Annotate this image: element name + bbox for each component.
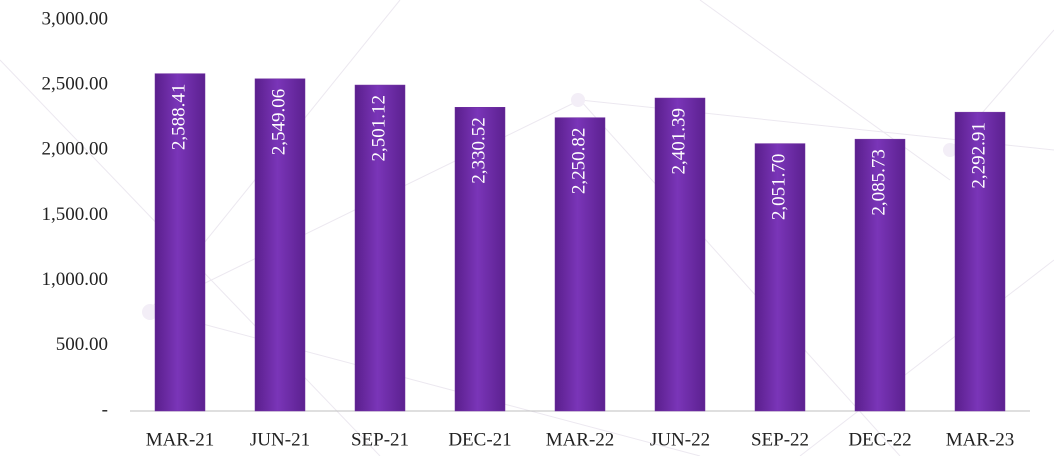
x-tick-label: MAR-23 (946, 429, 1015, 450)
bar (754, 143, 806, 412)
bar (254, 78, 306, 412)
y-tick-label: 1,500.00 (42, 204, 109, 225)
data-label: 2,401.39 (668, 108, 689, 174)
bar (454, 107, 506, 412)
y-tick-label: 1,000.00 (42, 269, 109, 290)
y-tick-label: - (102, 399, 108, 420)
y-tick-label: 3,000.00 (42, 8, 109, 29)
data-label: 2,250.82 (568, 128, 589, 195)
x-tick-label: DEC-21 (448, 429, 511, 450)
data-label: 2,588.41 (168, 84, 189, 150)
bar (354, 84, 406, 412)
y-tick-label: 2,500.00 (42, 74, 109, 95)
bar (854, 138, 906, 412)
x-tick-label: SEP-21 (351, 429, 409, 450)
x-tick-label: DEC-22 (848, 429, 911, 450)
x-tick-label: JUN-22 (650, 429, 710, 450)
data-label: 2,085.73 (868, 149, 889, 216)
bar (654, 97, 706, 412)
x-tick-label: MAR-22 (546, 429, 615, 450)
data-label: 2,330.52 (468, 117, 489, 183)
x-tick-label: MAR-21 (146, 429, 215, 450)
data-label: 2,292.91 (968, 122, 989, 189)
y-tick-label: 500.00 (56, 334, 108, 355)
data-label: 2,051.70 (768, 154, 789, 221)
x-tick-label: JUN-21 (250, 429, 310, 450)
bar (954, 111, 1006, 412)
bar (554, 117, 606, 412)
x-tick-label: SEP-22 (751, 429, 809, 450)
data-label: 2,549.06 (268, 89, 289, 156)
y-tick-label: 2,000.00 (42, 139, 109, 160)
data-label: 2,501.12 (368, 95, 389, 162)
bar (154, 73, 206, 412)
